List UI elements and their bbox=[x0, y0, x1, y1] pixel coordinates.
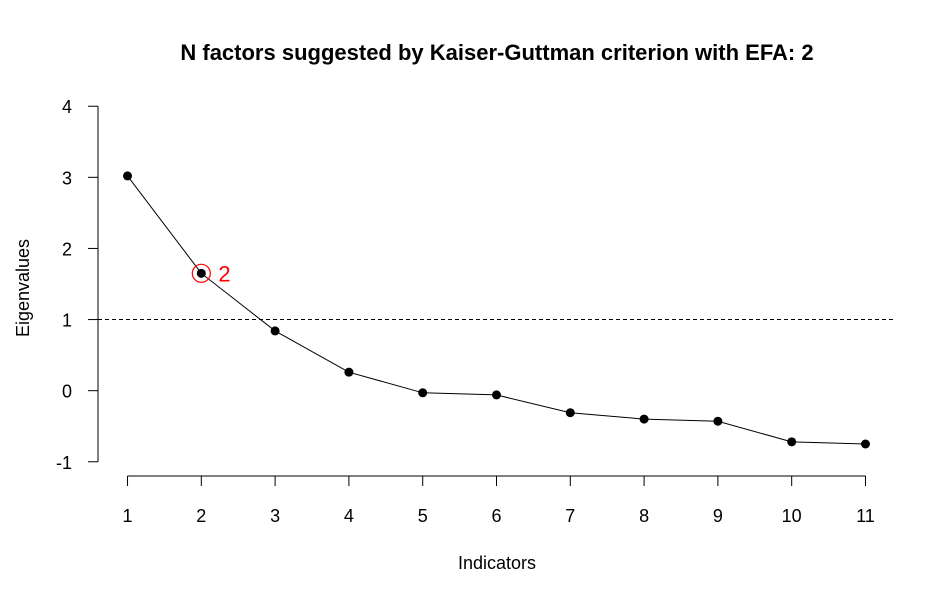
x-tick-label-8: 8 bbox=[639, 506, 649, 526]
data-point-8 bbox=[639, 414, 649, 424]
data-point-2 bbox=[196, 268, 206, 278]
y-tick-label--1: -1 bbox=[56, 453, 72, 473]
y-tick-label-2: 2 bbox=[62, 239, 72, 259]
x-tick-label-4: 4 bbox=[344, 506, 354, 526]
x-tick-label-3: 3 bbox=[270, 506, 280, 526]
annotation-circle bbox=[191, 263, 211, 283]
data-point-4 bbox=[344, 367, 354, 377]
y-axis-label: Eigenvalues bbox=[13, 239, 33, 337]
y-tick-label-3: 3 bbox=[62, 168, 72, 188]
plot-area: -1 0 1 2 3 4 1 2 3 4 5 6 7 8 9 10 11 2 bbox=[56, 97, 895, 526]
x-axis-label: Indicators bbox=[458, 553, 536, 573]
y-tick-label-4: 4 bbox=[62, 97, 72, 117]
chart-title: N factors suggested by Kaiser-Guttman cr… bbox=[180, 40, 813, 65]
x-tick-label-2: 2 bbox=[196, 506, 206, 526]
data-point-11 bbox=[860, 439, 870, 449]
y-tick-label-1: 1 bbox=[62, 311, 72, 331]
data-point-6 bbox=[492, 390, 501, 400]
y-tick-label-0: 0 bbox=[62, 382, 72, 402]
x-tick-label-10: 10 bbox=[782, 506, 802, 526]
data-point-7 bbox=[565, 408, 575, 418]
x-tick-label-6: 6 bbox=[491, 506, 501, 526]
x-tick-label-1: 1 bbox=[123, 506, 133, 526]
x-tick-label-7: 7 bbox=[565, 506, 575, 526]
data-point-3 bbox=[270, 326, 280, 336]
x-tick-label-11: 11 bbox=[856, 506, 875, 526]
data-point-9 bbox=[713, 416, 723, 426]
data-point-5 bbox=[418, 388, 428, 398]
series-line-0 bbox=[127, 175, 866, 445]
data-point-10 bbox=[787, 437, 797, 447]
annotation-label: 2 bbox=[218, 261, 230, 286]
x-tick-label-9: 9 bbox=[713, 506, 723, 526]
data-point-1 bbox=[123, 171, 133, 181]
x-tick-label-5: 5 bbox=[418, 506, 428, 526]
